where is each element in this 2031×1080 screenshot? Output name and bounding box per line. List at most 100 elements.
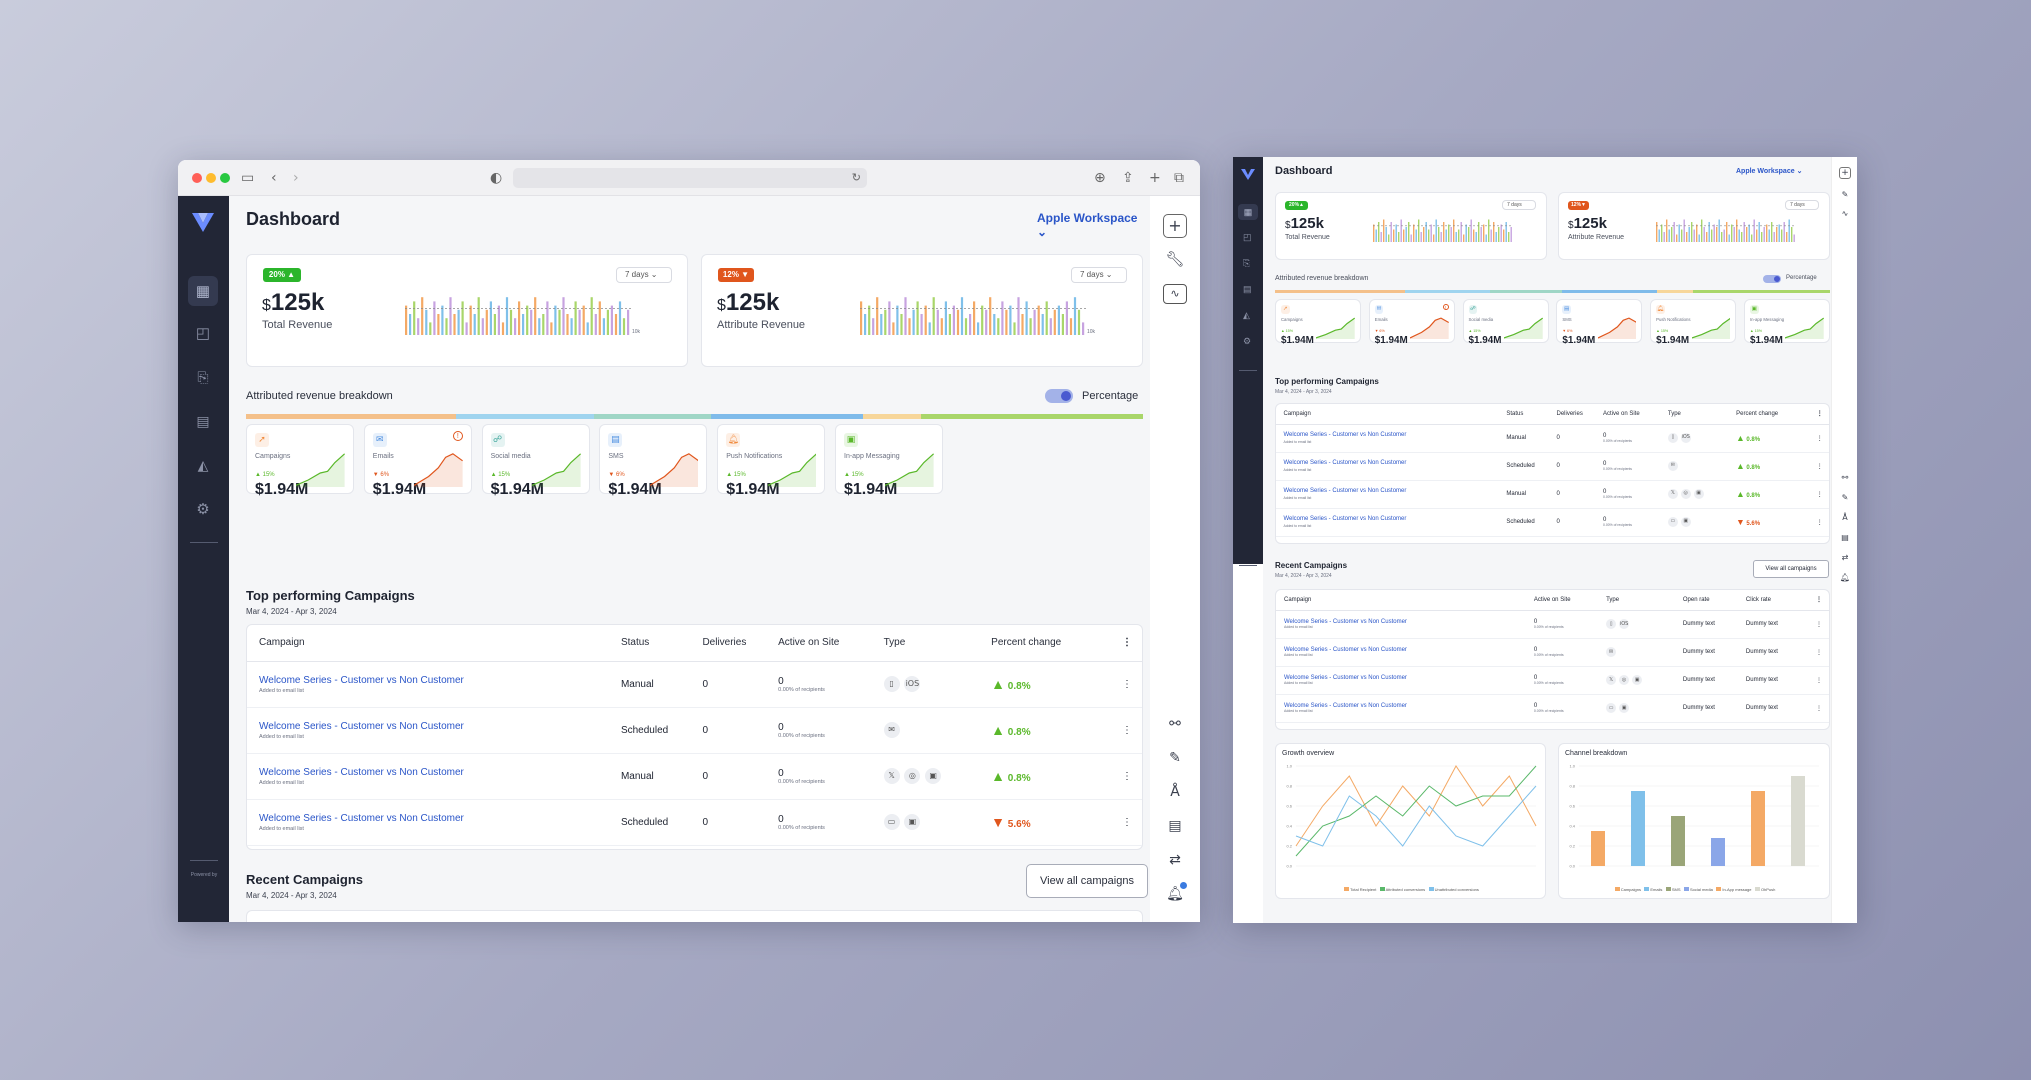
nav-audience-icon[interactable]: ◭ — [197, 456, 209, 473]
channel-card-emails[interactable]: ✉! Emails ▼ 6% $1.94M — [363, 424, 472, 498]
campaign-link[interactable]: Welcome Series - Customer vs Non Custome… — [1283, 432, 1407, 438]
row-menu-icon[interactable]: ⋮ — [1816, 463, 1823, 470]
back-icon[interactable]: ‹ — [271, 170, 277, 186]
table-row[interactable]: Welcome Series - Customer vs Non Custome… — [247, 799, 1142, 845]
ai-compose-icon[interactable]: ✎ — [1841, 493, 1849, 502]
clipboard-icon[interactable]: ▤ — [1168, 818, 1182, 834]
wrench-icon[interactable]: ✎ — [1841, 190, 1849, 199]
column-header[interactable]: Deliveries — [1556, 410, 1583, 417]
row-menu-icon[interactable]: ⋮ — [1816, 435, 1823, 442]
column-header[interactable]: Campaign — [259, 637, 305, 649]
privacy-shield-icon[interactable]: ◐ — [490, 170, 503, 186]
channel-card-emails[interactable]: ✉! Emails ▼ 6% $1.94M — [1368, 299, 1455, 346]
row-menu-icon[interactable]: ⋮ — [1816, 649, 1822, 656]
add-icon[interactable]: + — [1163, 214, 1187, 238]
pulse-icon[interactable]: ∿ — [1163, 284, 1187, 304]
translate-icon[interactable]: Å — [1842, 513, 1848, 522]
table-row[interactable]: Welcome Series - Customer vs Non Custome… — [1276, 452, 1829, 480]
channel-card-push-notifications[interactable]: 🔔︎ Push Notifications ▲ 15% $1.94M — [717, 424, 826, 498]
user-switch-icon[interactable]: ⇄ — [1169, 852, 1181, 868]
campaign-link[interactable]: Welcome Series - Customer vs Non Custome… — [259, 812, 464, 824]
range-select[interactable]: 7 days ⌄ — [1071, 267, 1127, 283]
column-header[interactable]: Percent change — [1736, 410, 1779, 417]
table-row[interactable]: Welcome Series - Customer vs Non Custome… — [247, 753, 1142, 799]
campaign-link[interactable]: Welcome Series - Customer vs Non Custome… — [1284, 703, 1407, 709]
row-menu-icon[interactable]: ⋮ — [1816, 677, 1822, 684]
channel-card-in-app-messaging[interactable]: ▣ In-app Messaging ▲ 15% $1.94M — [835, 424, 943, 498]
row-menu-icon[interactable]: ⋮ — [1816, 491, 1823, 498]
column-header[interactable]: Deliveries — [702, 637, 747, 649]
campaign-link[interactable]: Welcome Series - Customer vs Non Custome… — [259, 720, 464, 732]
nav-analytics-icon[interactable]: ◰ — [195, 325, 211, 342]
row-menu-icon[interactable]: ⋮ — [1122, 678, 1132, 690]
campaign-link[interactable]: Welcome Series - Customer vs Non Custome… — [1284, 647, 1407, 653]
channel-card-social-media[interactable]: ☍ Social media ▲ 15% $1.94M — [481, 424, 590, 498]
campaign-link[interactable]: Welcome Series - Customer vs Non Custome… — [1284, 675, 1407, 681]
campaign-link[interactable]: Welcome Series - Customer vs Non Custome… — [259, 766, 464, 778]
column-header[interactable]: Active on Site — [1603, 410, 1640, 417]
view-all-campaigns-button[interactable]: View all campaigns — [1026, 864, 1148, 898]
row-menu-icon[interactable]: ⋮ — [1122, 770, 1132, 782]
nav-audience-icon[interactable]: ◭ — [1243, 310, 1250, 320]
campaign-link[interactable]: Welcome Series - Customer vs Non Custome… — [1283, 460, 1407, 466]
nav-dashboard-icon[interactable]: ▦ — [188, 276, 218, 306]
row-menu-icon[interactable]: ⋮ — [1816, 621, 1822, 628]
column-header[interactable]: Campaign — [1283, 410, 1311, 417]
user-switch-icon[interactable]: ⇄ — [1841, 553, 1849, 562]
nav-settings-icon[interactable]: ⚙ — [1243, 336, 1252, 346]
column-header[interactable]: Status — [620, 637, 650, 649]
range-select[interactable]: 7 days — [1502, 200, 1536, 210]
nav-dashboard-icon[interactable]: ▦ — [1238, 204, 1258, 220]
nav-clipboard-icon[interactable]: ▤ — [196, 412, 210, 429]
channel-card-in-app-messaging[interactable]: ▣ In-app Messaging ▲ 15% $1.94M — [1744, 299, 1830, 346]
table-row[interactable]: Welcome Series - Customer vs Non Custome… — [1276, 666, 1829, 694]
notification-bell-icon[interactable]: 🔔︎ — [1163, 882, 1187, 902]
row-menu-icon[interactable]: ⋮ — [1816, 705, 1822, 712]
column-header[interactable]: Click rate — [1745, 596, 1771, 603]
more-icon[interactable]: ⋮ — [1816, 411, 1823, 418]
download-icon[interactable]: ⊕ — [1094, 170, 1106, 186]
view-all-campaigns-button[interactable]: View all campaigns — [1753, 560, 1829, 578]
percentage-toggle[interactable] — [1763, 275, 1781, 283]
tabs-overview-icon[interactable]: ⧉ — [1174, 170, 1184, 186]
more-icon[interactable]: ⋮ — [1816, 597, 1822, 604]
workspace-selector[interactable]: Apple Workspace ⌄ — [1736, 168, 1803, 175]
link-icon[interactable]: ⚯ — [1841, 473, 1849, 482]
channel-card-sms[interactable]: ▤ SMS ▼ 6% $1.94M — [1556, 299, 1643, 346]
campaign-link[interactable]: Welcome Series - Customer vs Non Custome… — [1283, 516, 1407, 522]
notification-bell-icon[interactable]: 🔔︎ — [1839, 573, 1851, 582]
share-icon[interactable]: ⇪ — [1122, 170, 1134, 186]
table-row[interactable]: Welcome Series - Customer vs Non Custome… — [1276, 694, 1829, 722]
table-row[interactable]: Welcome Series - Customer vs Non Custome… — [247, 661, 1142, 707]
column-header[interactable]: Active on Site — [1533, 596, 1571, 603]
range-select[interactable]: 7 days ⌄ — [616, 267, 672, 283]
ai-compose-icon[interactable]: ✎ — [1169, 750, 1181, 766]
channel-card-campaigns[interactable]: ➚ Campaigns ▲ 15% $1.94M — [246, 424, 354, 498]
new-tab-icon[interactable]: + — [1149, 170, 1161, 186]
table-row[interactable]: Welcome Series - Customer vs Non Custome… — [1276, 424, 1829, 452]
translate-icon[interactable]: Å — [1170, 784, 1180, 800]
sidebar-toggle-icon[interactable]: ▭ — [241, 170, 255, 186]
nav-clipboard-icon[interactable]: ▤ — [1243, 284, 1252, 294]
more-icon[interactable]: ⋮ — [1122, 637, 1132, 649]
percentage-toggle[interactable] — [1045, 389, 1073, 403]
workspace-selector[interactable]: Apple Workspace ⌄ — [1037, 211, 1150, 239]
column-header[interactable]: Status — [1506, 410, 1524, 417]
column-header[interactable]: Type — [1667, 410, 1681, 417]
add-icon[interactable]: + — [1839, 167, 1851, 179]
column-header[interactable]: Type — [883, 637, 906, 649]
forward-icon[interactable]: › — [293, 170, 299, 186]
pulse-icon[interactable]: ∿ — [1841, 209, 1849, 218]
channel-card-campaigns[interactable]: ➚ Campaigns ▲ 15% $1.94M — [1275, 299, 1361, 346]
table-row[interactable]: Welcome Series - Customer vs Non Custome… — [1276, 638, 1829, 666]
table-row[interactable]: Welcome Series - Customer vs Non Custome… — [1276, 610, 1829, 638]
row-menu-icon[interactable]: ⋮ — [1816, 519, 1823, 526]
table-row[interactable]: Welcome Series - Customer vs Non Custome… — [1276, 508, 1829, 536]
table-row[interactable]: Welcome Series - Customer vs Non Custome… — [1276, 480, 1829, 508]
column-header[interactable]: Campaign — [1284, 596, 1312, 603]
nav-reports-icon[interactable]: ⎘ — [1243, 258, 1251, 268]
channel-card-social-media[interactable]: ☍ Social media ▲ 15% $1.94M — [1462, 299, 1549, 346]
reload-icon[interactable]: ↻ — [851, 171, 861, 184]
minimize-window-icon[interactable] — [206, 173, 216, 183]
alert-icon[interactable]: ! — [452, 431, 463, 441]
